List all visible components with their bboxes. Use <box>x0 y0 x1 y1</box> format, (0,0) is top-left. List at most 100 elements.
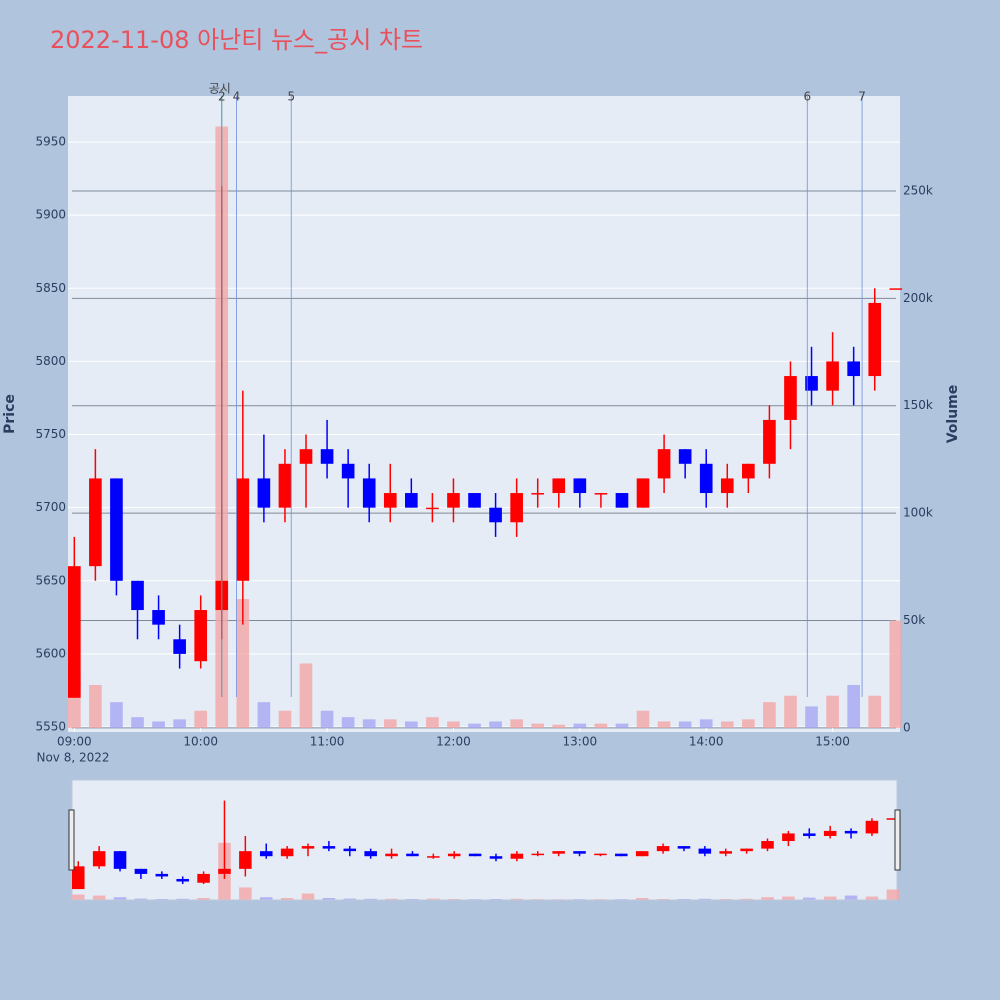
candle-body <box>886 818 900 820</box>
volume-bar <box>761 897 774 900</box>
volume-bar <box>322 897 336 900</box>
y-tick-label: 5550 <box>35 720 66 734</box>
x-tick-label: 13:00 <box>563 735 598 749</box>
volume-bar <box>301 893 315 900</box>
candle-body <box>173 639 186 654</box>
candle-body <box>447 493 460 508</box>
candle-body <box>131 580 144 611</box>
volume-bar <box>427 898 440 900</box>
volume-bar <box>531 723 545 728</box>
candle-body <box>636 478 650 508</box>
volume-bar <box>280 897 294 900</box>
candle-body <box>197 873 210 883</box>
candle-body <box>72 866 85 890</box>
volume-bar <box>278 710 292 728</box>
y2-tick-label: 100k <box>903 506 933 520</box>
candle-body <box>844 830 858 834</box>
candle-body <box>531 853 545 856</box>
slider-handle[interactable] <box>894 809 901 871</box>
volume-bar <box>740 898 753 900</box>
volume-bar <box>173 719 186 728</box>
candle-body <box>889 288 903 290</box>
y-tick-label: 5650 <box>35 573 66 587</box>
volume-bar <box>826 695 839 728</box>
candle-body <box>531 493 545 495</box>
candle-body <box>341 463 355 479</box>
slider-handle[interactable] <box>68 809 75 871</box>
volume-bar <box>131 717 144 728</box>
candle-body <box>656 846 670 852</box>
volume-bar <box>847 684 860 728</box>
volume-bar <box>510 719 523 728</box>
volume-bar <box>805 706 818 728</box>
annotation-label: 7 <box>858 90 866 104</box>
volume-bar <box>657 721 671 728</box>
volume-bar <box>383 719 397 728</box>
volume-bar <box>823 896 837 900</box>
range-slider[interactable] <box>71 779 898 901</box>
candle-body <box>364 851 377 857</box>
y-tick-label: 5900 <box>35 208 66 222</box>
volume-bar <box>803 897 816 900</box>
volume-bar <box>742 719 755 728</box>
candle-body <box>489 856 503 859</box>
x-tick-label: 10:00 <box>183 735 218 749</box>
candle-body <box>782 833 795 842</box>
volume-bar <box>385 898 398 900</box>
y2-tick-label: 0 <box>903 720 911 734</box>
candle-body <box>362 478 376 508</box>
volume-bar <box>447 899 461 900</box>
volume-bar <box>656 899 670 900</box>
candle-body <box>113 851 127 869</box>
candle-body <box>573 851 586 854</box>
y2-axis-title: Volume <box>945 385 961 444</box>
candle-body <box>278 463 292 508</box>
volume-bar <box>406 899 419 900</box>
candle-body <box>761 841 774 849</box>
candle-body <box>720 478 734 494</box>
volume-bar <box>89 684 102 728</box>
volume-bar <box>176 898 189 900</box>
candle-body <box>155 873 169 877</box>
volume-bar <box>362 719 376 728</box>
candle-body <box>803 833 816 836</box>
candle-body <box>322 846 336 849</box>
candle-body <box>552 478 566 494</box>
volume-bar <box>236 599 250 728</box>
candle-body <box>784 376 797 420</box>
annotation-label: 2 <box>218 90 226 104</box>
candle-body <box>635 851 649 857</box>
volume-bar <box>92 895 106 900</box>
volume-bar <box>426 717 439 728</box>
candle-body <box>239 851 252 869</box>
chart-title: 2022-11-08 아난티 뉴스_공시 차트 <box>50 26 423 54</box>
candle-body <box>823 830 837 836</box>
candle-body <box>383 493 397 508</box>
candle-body <box>510 493 523 523</box>
volume-bar <box>239 887 252 900</box>
volume-bar <box>719 899 732 900</box>
candle-body <box>594 853 607 856</box>
candle-body <box>427 856 440 858</box>
candle-body <box>301 846 315 849</box>
candle-body <box>134 868 148 874</box>
volume-bar <box>468 723 481 728</box>
volume-bar <box>615 723 629 728</box>
candle-body <box>426 507 439 510</box>
y-tick-label: 5800 <box>35 354 66 368</box>
candle-body <box>257 478 271 508</box>
x-tick-label: 15:00 <box>815 735 850 749</box>
annotation-label: 5 <box>287 90 295 104</box>
candle-body <box>236 478 250 581</box>
volume-bar <box>763 702 776 728</box>
y-tick-label: 5950 <box>35 135 66 149</box>
candle-body <box>573 478 587 494</box>
y2-tick-label: 250k <box>903 183 933 197</box>
candle-body <box>176 878 189 882</box>
candle-body <box>763 419 776 464</box>
candle-body <box>677 846 691 849</box>
candle-body <box>299 449 313 464</box>
x-date-label: Nov 8, 2022 <box>36 751 109 765</box>
volume-bar <box>364 898 377 900</box>
